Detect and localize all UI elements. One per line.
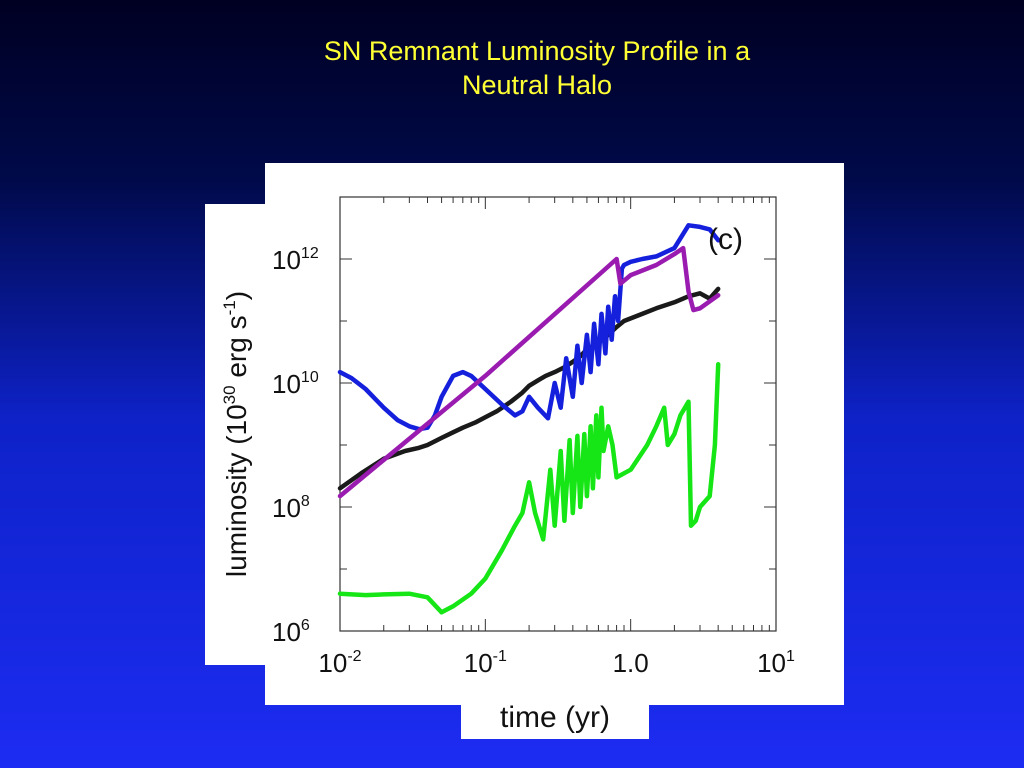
y-tick-label: 106 <box>272 617 310 647</box>
x-tick-labels: 10-2 10-1 1.0 101 <box>318 648 795 678</box>
y-tick-labels: 106 108 1010 1012 <box>272 245 319 647</box>
plot-frame <box>339 196 777 632</box>
x-tick-label: 10-1 <box>464 648 507 678</box>
xlabel-panel <box>461 700 649 739</box>
x-tick-label: 1.0 <box>613 648 649 678</box>
y-axis-label-main: luminosity (10 <box>221 404 252 577</box>
y-axis-label-unit: erg s <box>221 315 252 385</box>
x-tick-label: 10-2 <box>318 648 361 678</box>
y-axis-label-close: ) <box>221 291 252 300</box>
y-tick-label: 1012 <box>272 245 319 275</box>
minor-ticks <box>339 196 776 632</box>
series-line-3 <box>337 362 721 615</box>
y-tick-label: 1010 <box>272 369 319 399</box>
panel-label: (c) <box>708 223 743 256</box>
x-axis-label: time (yr) <box>500 701 610 734</box>
y-tick-label: 108 <box>272 493 310 523</box>
series-line-1 <box>337 223 721 432</box>
series-group <box>337 223 721 615</box>
y-axis-label-exponent: 30 <box>220 385 239 404</box>
ylabel-panel <box>205 204 271 665</box>
chart-panel <box>265 163 844 705</box>
x-tick-label: 101 <box>757 648 795 678</box>
y-axis-label: luminosity (1030 erg s-1) <box>220 291 252 577</box>
slide-title: SN Remnant Luminosity Profile in a Neutr… <box>0 34 1024 102</box>
series-line-2 <box>337 245 721 499</box>
slide-title-line-1: SN Remnant Luminosity Profile in a <box>323 36 751 66</box>
series-line-0 <box>337 286 721 491</box>
y-axis-label-unit-exponent: -1 <box>220 300 239 315</box>
slide-title-line-2: Neutral Halo <box>461 70 613 100</box>
